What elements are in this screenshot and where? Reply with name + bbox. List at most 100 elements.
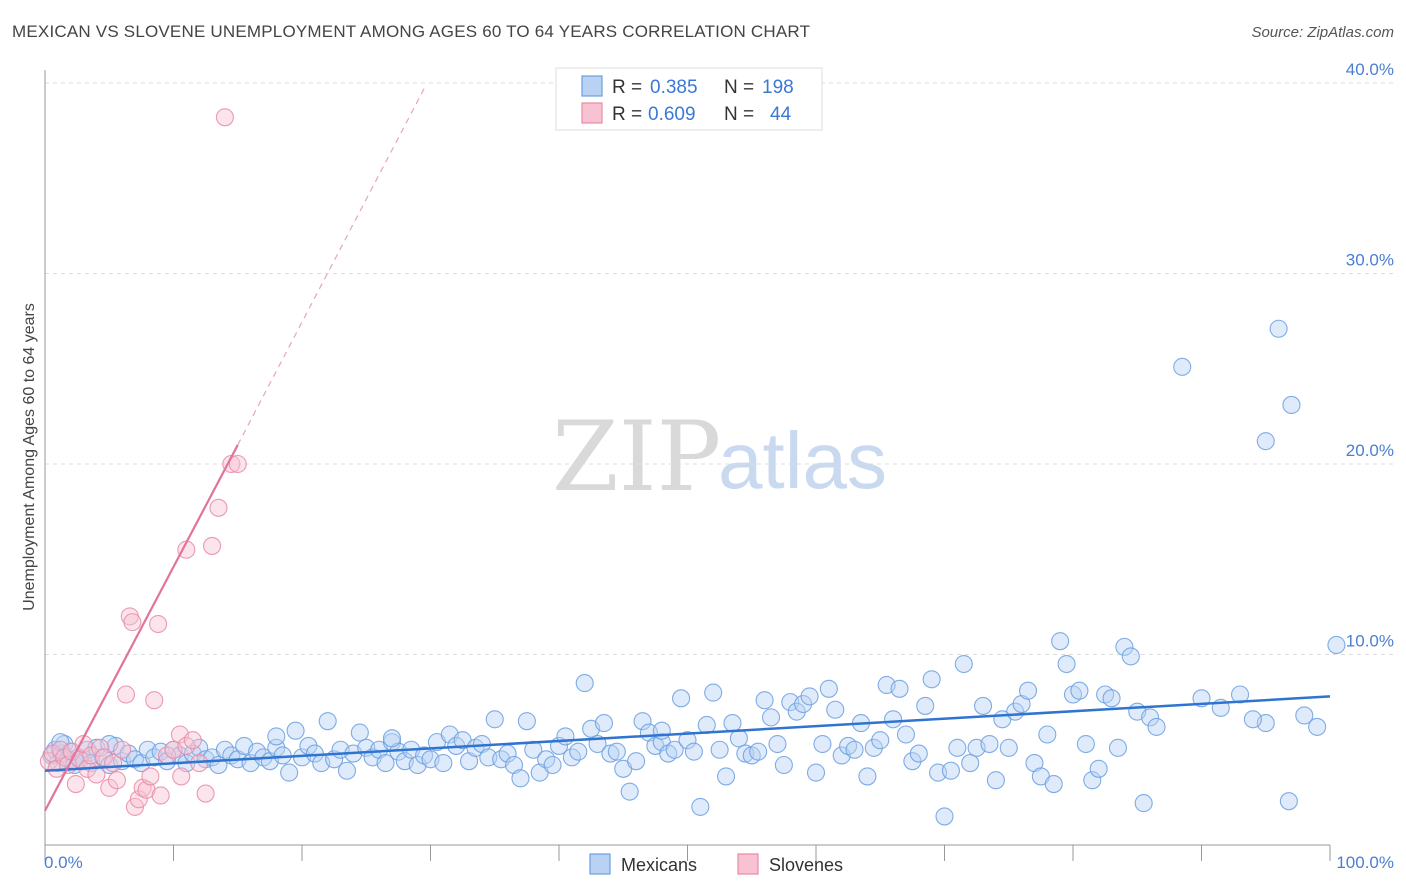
slovenes-point xyxy=(209,498,228,517)
mexicans-point xyxy=(280,763,299,782)
mexicans-point xyxy=(1057,654,1076,674)
slovenes-point xyxy=(100,778,119,797)
mexicans-point xyxy=(999,738,1018,757)
slovenes-point xyxy=(66,774,85,794)
slovenes-trend-extension xyxy=(237,88,425,446)
mexicans-point xyxy=(1051,632,1070,651)
mexicans-point xyxy=(607,742,626,761)
mexicans-point xyxy=(1282,395,1301,414)
watermark-atlas: atlas xyxy=(718,416,887,505)
legend-r-value-mexicans: 0.385 xyxy=(650,77,698,98)
source-label: Source: ZipAtlas.com xyxy=(1251,24,1394,41)
slovenes-point xyxy=(151,786,170,805)
mexicans-point xyxy=(787,702,806,721)
mexicans-point xyxy=(826,700,845,719)
slovenes-point xyxy=(107,771,127,790)
mexicans-point xyxy=(286,721,305,740)
slovenes-point xyxy=(149,614,168,634)
mexicans-point xyxy=(1269,319,1288,338)
mexicans-point xyxy=(1089,759,1108,778)
mexicans-point xyxy=(1327,635,1346,655)
mexicans-point xyxy=(382,729,402,748)
bottom-legend-swatch-slovenes xyxy=(737,853,759,875)
mexicans-point xyxy=(1108,738,1128,757)
mexicans-point xyxy=(1141,708,1160,727)
mexicans-point xyxy=(652,721,671,740)
slovenes-point xyxy=(116,685,136,704)
mexicans-point xyxy=(665,740,684,759)
mexicans-point xyxy=(1070,681,1089,700)
mexicans-point xyxy=(543,755,562,775)
mexicans-point xyxy=(980,734,999,754)
axes xyxy=(44,70,1331,861)
watermark-zip: ZIP xyxy=(552,401,721,513)
mexicans-point xyxy=(337,761,357,780)
mexicans-point xyxy=(517,712,536,731)
mexicans-point xyxy=(633,712,652,731)
mexicans-point xyxy=(627,752,646,771)
mexicans-point xyxy=(922,670,941,689)
bottom-legend: Mexicans Slovenes xyxy=(589,853,843,875)
legend-n-value-slovenes: 44 xyxy=(770,104,792,125)
mexicans-point xyxy=(890,679,909,698)
mexicans-point xyxy=(1076,734,1095,754)
mexicans-point xyxy=(896,725,916,744)
bottom-legend-swatch-mexicans xyxy=(589,853,611,875)
slovenes-point xyxy=(228,454,247,474)
watermark: ZIP atlas xyxy=(552,401,887,513)
mexicans-point xyxy=(1295,706,1314,725)
mexicans-point xyxy=(774,755,793,775)
y-tick-labels: 10.0% 20.0% 30.0% 40.0% xyxy=(1346,60,1394,651)
mexicans-point xyxy=(704,683,723,702)
y-tick-label: 10.0% xyxy=(1346,632,1394,651)
mexicans-point xyxy=(935,807,954,826)
slovenes-trend-line xyxy=(44,444,239,812)
mexicans-point xyxy=(813,734,832,754)
mexicans-point xyxy=(768,734,787,754)
mexicans-point xyxy=(941,761,960,780)
mexicans-point xyxy=(1115,637,1134,656)
x-tick-label-min: 0.0% xyxy=(44,853,83,872)
mexicans-point xyxy=(511,769,530,788)
mexicans-point xyxy=(761,708,781,727)
mexicans-point xyxy=(961,754,980,773)
mexicans-point xyxy=(794,694,813,714)
mexicans-point xyxy=(858,767,877,786)
chart-title: MEXICAN VS SLOVENE UNEMPLOYMENT AMONG AG… xyxy=(12,22,811,41)
mexicans-point xyxy=(575,674,594,693)
mexicans-point xyxy=(986,771,1005,790)
mexicans-point xyxy=(350,723,369,742)
slovenes-point xyxy=(183,731,202,750)
mexicans-point xyxy=(1243,710,1262,729)
mexicans-point xyxy=(1121,647,1140,666)
slovenes-point xyxy=(123,613,142,632)
slovenes-point xyxy=(95,748,114,767)
x-tick-label-max: 100.0% xyxy=(1336,853,1394,872)
mexicans-point xyxy=(594,714,614,733)
mexicans-point xyxy=(749,742,768,761)
mexicans-point xyxy=(903,752,922,771)
mexicans-point xyxy=(909,744,928,763)
legend-swatch-slovenes xyxy=(581,102,603,124)
legend-n-value-mexicans: 198 xyxy=(762,77,794,98)
mexicans-point xyxy=(973,696,993,715)
mexicans-point xyxy=(1231,685,1250,704)
mexicans-point xyxy=(1147,717,1166,736)
legend-n-label-mexicans: N = xyxy=(724,77,754,98)
slovenes-point xyxy=(196,784,215,803)
mexicans-point xyxy=(318,712,337,731)
mexicans-point xyxy=(916,696,935,715)
slovenes-point xyxy=(91,738,110,757)
mexicans-point xyxy=(1173,357,1192,376)
mexicans-point xyxy=(948,738,967,757)
legend-r-label-slovenes: R = xyxy=(612,104,642,125)
mexicans-point xyxy=(864,738,883,757)
legend-n-label-slovenes: N = xyxy=(724,104,754,125)
mexicans-point xyxy=(723,714,742,733)
mexicans-point xyxy=(691,797,710,816)
legend-r-value-slovenes: 0.609 xyxy=(648,104,696,125)
mexicans-point xyxy=(1038,725,1057,744)
slovenes-point xyxy=(172,767,191,786)
mexicans-point xyxy=(845,740,864,759)
